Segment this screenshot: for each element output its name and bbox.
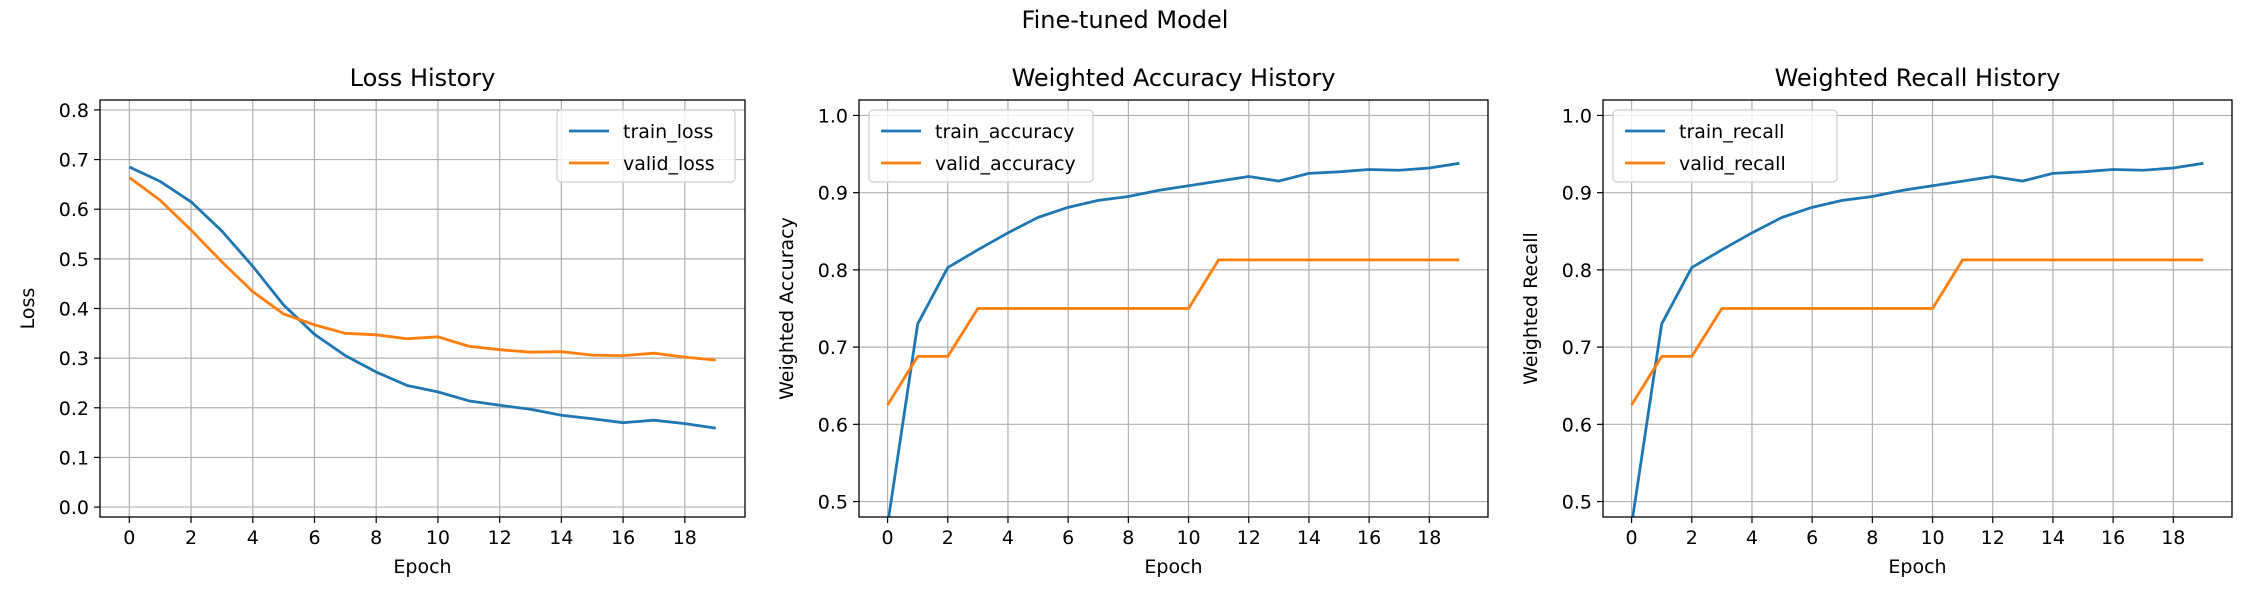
subplot-3: 0 2 4 6 8 10 12 14 16 18 0.5 0.6 0.7 0.8 0.9 1.0 Weighte… — [1520, 64, 2233, 578]
axes-frame — [858, 99, 1489, 518]
y-tick-label: 0.9 — [818, 183, 848, 205]
x-tick-label: 16 — [611, 527, 635, 549]
x-tick-label: 4 — [1002, 527, 1014, 549]
legend-label: train_recall — [1679, 121, 1784, 143]
y-tick-label: 1.0 — [818, 105, 848, 127]
y-tick-label: 1.0 — [1562, 105, 1592, 127]
x-tick-label: 8 — [370, 527, 382, 549]
y-tick-label: 0.7 — [818, 337, 848, 359]
x-tick-label: 0 — [1626, 527, 1638, 549]
y-tick-label: 0.4 — [59, 299, 89, 321]
x-tick-label: 10 — [1920, 527, 1944, 549]
x-tick-label: 2 — [1686, 527, 1698, 549]
y-tick-label: 0.8 — [1562, 260, 1592, 282]
x-axis-label: Epoch — [393, 556, 451, 578]
x-tick-label: 2 — [185, 527, 197, 549]
legend-label: valid_recall — [1679, 153, 1786, 175]
subplot-1: 0 2 4 6 8 10 12 14 16 18 0.0 0.1 0.2 0.3 0.4 0.5 0.6 0.7 0… — [17, 64, 746, 578]
x-axis-label: Epoch — [1144, 556, 1202, 578]
series-line-valid_accuracy — [886, 258, 1460, 406]
y-tick-label: 0.7 — [1562, 337, 1592, 359]
legend: train_loss valid_loss — [556, 109, 736, 183]
series-line-train_loss — [128, 165, 716, 430]
x-tick-label: 18 — [2161, 527, 2185, 549]
series-line-train_recall — [1631, 161, 2204, 517]
legend-label: valid_loss — [623, 153, 715, 175]
x-axis-label: Epoch — [1888, 556, 1946, 578]
x-tick-label: 6 — [1806, 527, 1818, 549]
x-tick-label: 10 — [1176, 527, 1200, 549]
x-tick-label: 4 — [1746, 527, 1758, 549]
x-tick-label: 14 — [2041, 527, 2065, 549]
y-tick-label: 0.9 — [1562, 183, 1592, 205]
figure-suptitle: Fine-tuned Model — [1021, 6, 1229, 34]
legend-label: valid_accuracy — [935, 153, 1076, 175]
y-tick-label: 0.6 — [1562, 414, 1592, 436]
x-tick-label: 8 — [1122, 527, 1134, 549]
x-tick-label: 6 — [308, 527, 320, 549]
x-tick-label: 12 — [1237, 527, 1261, 549]
x-tick-label: 0 — [882, 527, 894, 549]
legend-label: train_loss — [623, 121, 713, 143]
subplot-title: Loss History — [350, 64, 496, 92]
series-line-valid_loss — [128, 176, 716, 362]
y-tick-label: 0.8 — [59, 100, 89, 122]
legend-label: train_accuracy — [935, 121, 1074, 143]
subplot-title: Weighted Recall History — [1775, 64, 2061, 92]
x-tick-label: 16 — [2101, 527, 2125, 549]
y-tick-label: 0.2 — [59, 398, 89, 420]
x-tick-label: 18 — [673, 527, 697, 549]
x-tick-label: 8 — [1866, 527, 1878, 549]
legend: train_accuracy valid_accuracy — [868, 109, 1094, 183]
x-tick-label: 2 — [942, 527, 954, 549]
legend-box — [1612, 109, 1838, 183]
x-tick-label: 14 — [1297, 527, 1321, 549]
subplot-2: 0 2 4 6 8 10 12 14 16 18 0.5 0.6 0.7 0.8 0.9 1.0 Weighte… — [776, 64, 1489, 578]
y-tick-label: 0.8 — [818, 260, 848, 282]
x-tick-label: 14 — [549, 527, 573, 549]
x-tick-label: 12 — [488, 527, 512, 549]
y-tick-label: 0.6 — [59, 199, 89, 221]
legend: train_recall valid_recall — [1612, 109, 1838, 183]
series-line-valid_recall — [1630, 258, 2204, 406]
subplot-title: Weighted Accuracy History — [1012, 64, 1336, 92]
x-tick-label: 4 — [247, 527, 259, 549]
x-tick-label: 18 — [1417, 527, 1441, 549]
y-tick-label: 0.5 — [1562, 492, 1592, 514]
y-axis-label: Weighted Recall — [1520, 232, 1542, 385]
y-tick-label: 0.0 — [59, 497, 89, 519]
x-tick-label: 0 — [123, 527, 135, 549]
legend-box — [868, 109, 1094, 183]
y-axis-label: Weighted Accuracy — [776, 217, 798, 400]
y-tick-label: 0.5 — [59, 249, 89, 271]
x-tick-label: 16 — [1357, 527, 1381, 549]
y-axis-label: Loss — [17, 288, 39, 330]
x-tick-label: 10 — [426, 527, 450, 549]
x-tick-label: 6 — [1062, 527, 1074, 549]
y-tick-label: 0.6 — [818, 414, 848, 436]
y-tick-label: 0.1 — [59, 447, 89, 469]
y-tick-label: 0.7 — [59, 150, 89, 172]
x-tick-label: 12 — [1981, 527, 2005, 549]
series-line-train_accuracy — [887, 161, 1460, 517]
y-tick-label: 0.5 — [818, 492, 848, 514]
axes-frame — [1602, 99, 2233, 518]
y-tick-label: 0.3 — [59, 348, 89, 370]
